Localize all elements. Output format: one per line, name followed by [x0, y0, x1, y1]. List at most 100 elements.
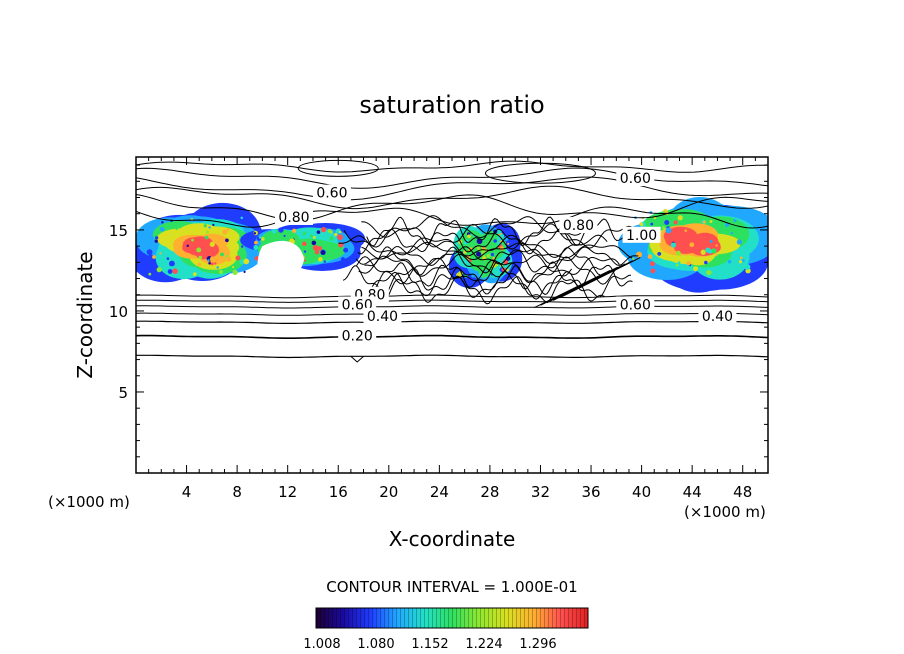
cloud-speckle: [204, 265, 208, 269]
cloud-speckle: [486, 253, 491, 258]
cloud-speckle: [152, 255, 156, 259]
cloud-speckle: [154, 236, 159, 240]
contour-line: [136, 320, 768, 324]
contour-dip: [350, 355, 364, 363]
cloud-speckle: [704, 260, 708, 265]
cloud-blob: [691, 232, 719, 250]
y-tick-label: 5: [118, 384, 128, 402]
cloud-speckle: [650, 268, 656, 274]
cloud-speckle: [197, 262, 202, 267]
contour-label: 0.60: [620, 171, 651, 187]
y-tick-label: 10: [109, 303, 128, 321]
cloud-speckle: [327, 229, 332, 233]
cloud-speckle: [235, 255, 241, 261]
cloud-speckle: [178, 237, 184, 244]
cloud-speckle: [225, 238, 229, 243]
contour-line-turbulent: [366, 216, 624, 247]
cloud-speckle: [686, 260, 691, 266]
cloud-speckle: [218, 269, 224, 275]
cloud-speckle: [334, 232, 338, 237]
cloud-speckle: [684, 229, 688, 232]
contour-interval-text: CONTOUR INTERVAL = 1.000E-01: [326, 578, 577, 596]
cloud-speckle: [664, 220, 670, 225]
contour-line-turbulent: [364, 246, 601, 276]
cloud-speckle: [467, 234, 471, 239]
cloud-speckle: [148, 272, 152, 276]
cloud-speckle: [166, 257, 170, 260]
cloud-speckle: [303, 259, 307, 262]
cloud-speckle: [303, 250, 307, 253]
cloud-speckle: [168, 260, 175, 267]
cloud-speckle: [167, 269, 173, 274]
cloud-speckle: [218, 246, 223, 251]
cloud-speckle: [317, 246, 323, 251]
cloud-speckle: [693, 266, 699, 272]
cloud-speckle: [240, 245, 244, 248]
contour-lines: [136, 159, 768, 363]
cloud-speckle: [677, 215, 683, 221]
cloud-speckle: [159, 252, 162, 255]
subsaturated-hole: [257, 240, 305, 291]
cloud-speckle: [715, 254, 718, 257]
cloud-speckle: [148, 254, 154, 260]
cloud-speckle: [258, 236, 262, 239]
cloud-speckle: [300, 231, 304, 235]
colorbar-stripes: [316, 608, 588, 628]
cloud-speckle: [715, 270, 720, 274]
cloud-speckle: [707, 249, 713, 254]
cloud-speckle: [175, 227, 178, 231]
cloud-speckle: [203, 224, 207, 228]
cloud-speckle: [647, 254, 653, 259]
cloud-speckle: [320, 250, 326, 255]
contour-label: 0.40: [702, 309, 733, 325]
colorbar-tick-label: 1.080: [357, 637, 394, 652]
cloud-speckle: [471, 274, 475, 278]
cloud-speckle: [652, 219, 659, 225]
y-tick-label: 15: [109, 222, 128, 240]
contour-line: [136, 206, 768, 229]
cloud-speckle: [232, 265, 235, 269]
cloud-speckle: [689, 242, 695, 248]
cloud-speckle: [311, 232, 314, 235]
colorbar-tick-label: 1.224: [465, 637, 502, 652]
cloud-speckle: [316, 230, 321, 234]
cloud-speckle: [670, 242, 677, 248]
cloud-speckle: [343, 247, 349, 253]
cloud-speckle: [161, 221, 164, 224]
cloud-speckle: [172, 268, 178, 274]
cloud-speckle: [709, 239, 713, 243]
cloud-speckle: [253, 244, 259, 251]
cloud-speckle: [677, 261, 681, 265]
cloud-speckle: [302, 231, 307, 236]
contour-label-bg: [616, 170, 655, 187]
contour-line-turbulent: [361, 215, 597, 239]
cloud-speckle: [243, 270, 246, 274]
cloud-speckle: [253, 232, 257, 235]
cloud-speckle: [243, 258, 250, 265]
cloud-speckle: [302, 241, 307, 247]
cloud-speckle: [662, 226, 665, 230]
cloud-speckle: [320, 226, 327, 233]
cloud-speckle: [261, 237, 265, 241]
cloud-speckle: [476, 251, 482, 257]
cloud-speckle: [711, 248, 717, 254]
cloud-speckle: [216, 266, 219, 269]
cloud-speckle: [159, 226, 165, 232]
contour-line-slant: [552, 260, 633, 301]
cloud-speckle: [154, 239, 158, 243]
contour-line-turbulent: [355, 256, 617, 285]
contour-label-bg: [698, 307, 737, 324]
cloud-speckle: [490, 252, 495, 257]
cloud-speckle: [209, 256, 216, 262]
cloud-speckle: [210, 262, 214, 266]
contour-line: [136, 185, 768, 210]
x-tick-label: 24: [430, 483, 449, 501]
cloud-speckle: [339, 230, 342, 234]
cloud-region-left-cloud: [136, 202, 266, 283]
contour-line: [136, 334, 768, 339]
cloud-speckle: [738, 260, 743, 264]
x-tick-label: 48: [733, 483, 752, 501]
contour-line: [136, 176, 768, 201]
cloud-speckle: [673, 220, 678, 225]
cloud-speckle: [739, 256, 743, 260]
